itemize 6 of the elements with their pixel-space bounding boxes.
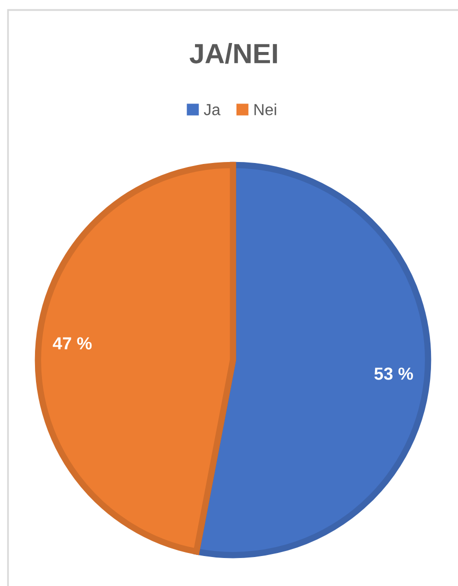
data-label: 47 % (52, 337, 92, 350)
data-label: 53 % (374, 368, 413, 380)
chart-title: JA/NEI (190, 43, 277, 64)
legend-label: Nei (254, 104, 276, 116)
legend-label: Ja (204, 104, 220, 116)
pie-slice (34, 162, 236, 555)
